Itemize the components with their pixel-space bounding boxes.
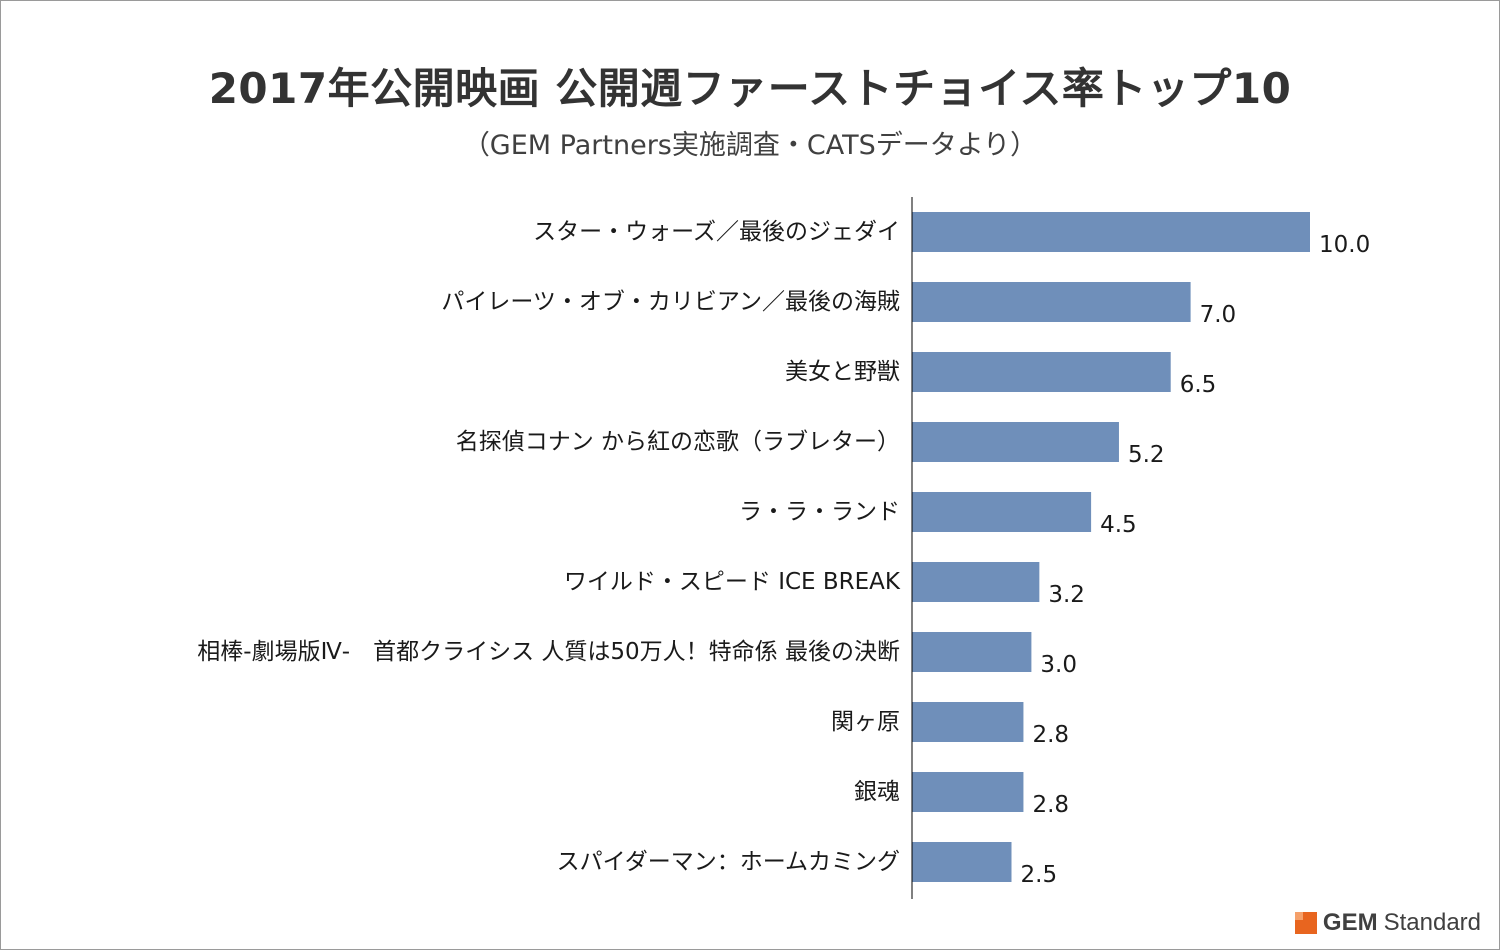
data-label: 2.5 <box>1021 862 1058 888</box>
bar <box>912 352 1171 392</box>
orange-square-logo-icon <box>1294 912 1317 934</box>
category-label: ラ・ラ・ランド <box>739 499 900 525</box>
category-label: パイレーツ・オブ・カリビアン／最後の海賊 <box>441 289 900 315</box>
data-label: 2.8 <box>1032 792 1069 818</box>
category-label: ワイルド・スピード ICE BREAK <box>564 569 901 595</box>
bar <box>912 842 1012 882</box>
data-label: 2.8 <box>1032 722 1069 748</box>
brand-name-rest: Standard <box>1383 909 1481 936</box>
category-label: スパイダーマン：ホームカミング <box>557 849 900 875</box>
chart-subtitle: （GEM Partners実施調査・CATSデータより） <box>462 130 1038 161</box>
bar <box>912 492 1092 532</box>
category-label: スター・ウォーズ／最後のジェダイ <box>533 219 900 245</box>
data-label: 10.0 <box>1319 232 1370 258</box>
bar <box>912 282 1191 322</box>
category-label: 美女と野獣 <box>785 359 900 385</box>
chart-title: 2017年公開映画 公開週ファーストチョイス率トップ10 <box>208 64 1292 113</box>
data-label: 6.5 <box>1180 372 1217 398</box>
category-label: 相棒-劇場版Ⅳ- 首都クライシス 人質は50万人！特命係 最後の決断 <box>197 639 900 665</box>
bar <box>912 562 1040 602</box>
data-label: 5.2 <box>1128 442 1165 468</box>
category-label: 銀魂 <box>854 779 900 805</box>
bar <box>912 632 1032 672</box>
bar <box>912 772 1024 812</box>
category-label: 名探偵コナン から紅の恋歌（ラブレター） <box>456 429 900 455</box>
bar <box>912 212 1310 252</box>
data-label: 4.5 <box>1100 512 1137 538</box>
data-label: 3.2 <box>1048 582 1085 608</box>
category-label: 関ヶ原 <box>831 709 900 735</box>
bar <box>912 702 1024 742</box>
bar <box>912 422 1119 462</box>
brand-name-bold: GEM <box>1322 909 1378 936</box>
data-label: 3.0 <box>1040 652 1077 678</box>
brand-logo: GEM Standard <box>1294 909 1481 937</box>
data-label: 7.0 <box>1200 302 1237 328</box>
